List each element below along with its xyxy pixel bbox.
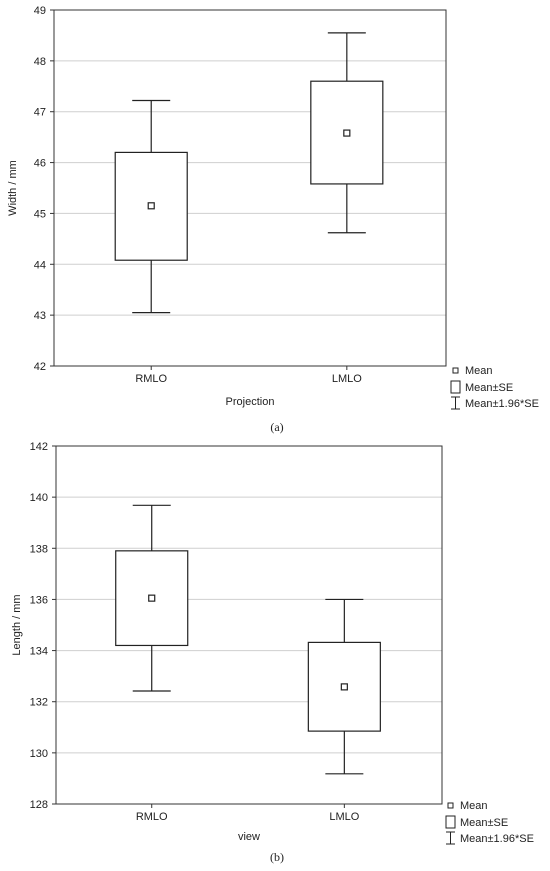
chart1-y-tick-label: 134: [30, 646, 48, 658]
chart1-y-tick-label: 132: [30, 697, 48, 709]
chart1-y-tick-label: 138: [30, 543, 48, 555]
chart0-y-tick-label: 43: [34, 310, 46, 322]
chart0-x-tick-label: RMLO: [135, 373, 167, 385]
chart1-mean-marker: [340, 683, 348, 691]
chart0-x-axis-label: Projection: [226, 396, 275, 408]
chart0-y-tick-label: 44: [34, 259, 46, 271]
chart1-legend-se-icon: [445, 815, 456, 829]
chart0-mean-marker: [147, 202, 155, 210]
chart0-y-axis-label: Width / mm: [7, 160, 19, 216]
chart1-y-tick-label: 136: [30, 594, 48, 606]
chart-width: 42 43 44 45 46 47 48 49 RMLO LMLO Width / mm Projec…: [7, 5, 539, 434]
chart1-mean-marker: [148, 594, 156, 602]
chart0-plot-frame: [53, 9, 447, 367]
chart0-mean-marker: [343, 129, 351, 137]
chart1-plot-frame: [55, 445, 443, 805]
chart1-x-axis-label: view: [238, 831, 260, 843]
chart0-legend-se-icon: [450, 380, 461, 394]
chart1-y-tick-label: 142: [30, 441, 48, 453]
chart-length: 128 130 132 134 136 138 140 142 RMLO LMLO Length /…: [11, 441, 534, 864]
chart1-panel-caption: (b): [270, 850, 284, 864]
chart0-y-tick-label: 45: [34, 208, 46, 220]
chart0-legend-ci-label: Mean±1.96*SE: [465, 398, 539, 410]
chart0-y-tick-label: 49: [34, 5, 46, 17]
chart1-y-tick-label: 130: [30, 748, 48, 760]
chart1-x-tick-label: LMLO: [329, 811, 359, 823]
chart0-y-tick-label: 47: [34, 107, 46, 119]
chart0-panel-caption: (a): [270, 420, 283, 434]
chart1-y-tick-label: 128: [30, 799, 48, 811]
chart0-y-tick-label: 42: [34, 361, 46, 373]
chart0-legend-mean-label: Mean: [465, 365, 493, 377]
chart1-legend-mean-icon: [447, 802, 454, 809]
chart0-y-tick-label: 48: [34, 56, 46, 68]
chart0-legend-mean-icon: [452, 367, 459, 374]
chart1-y-axis-label: Length / mm: [11, 594, 23, 655]
chart1-legend-ci-label: Mean±1.96*SE: [460, 833, 534, 845]
chart1-legend-se-label: Mean±SE: [460, 817, 508, 829]
chart1-legend-mean-label: Mean: [460, 800, 488, 812]
chart0-y-tick-label: 46: [34, 158, 46, 170]
chart1-y-tick-label: 140: [30, 492, 48, 504]
chart0-x-tick-label: LMLO: [332, 373, 362, 385]
chart0-legend-se-label: Mean±SE: [465, 382, 513, 394]
chart1-x-tick-label: RMLO: [136, 811, 168, 823]
